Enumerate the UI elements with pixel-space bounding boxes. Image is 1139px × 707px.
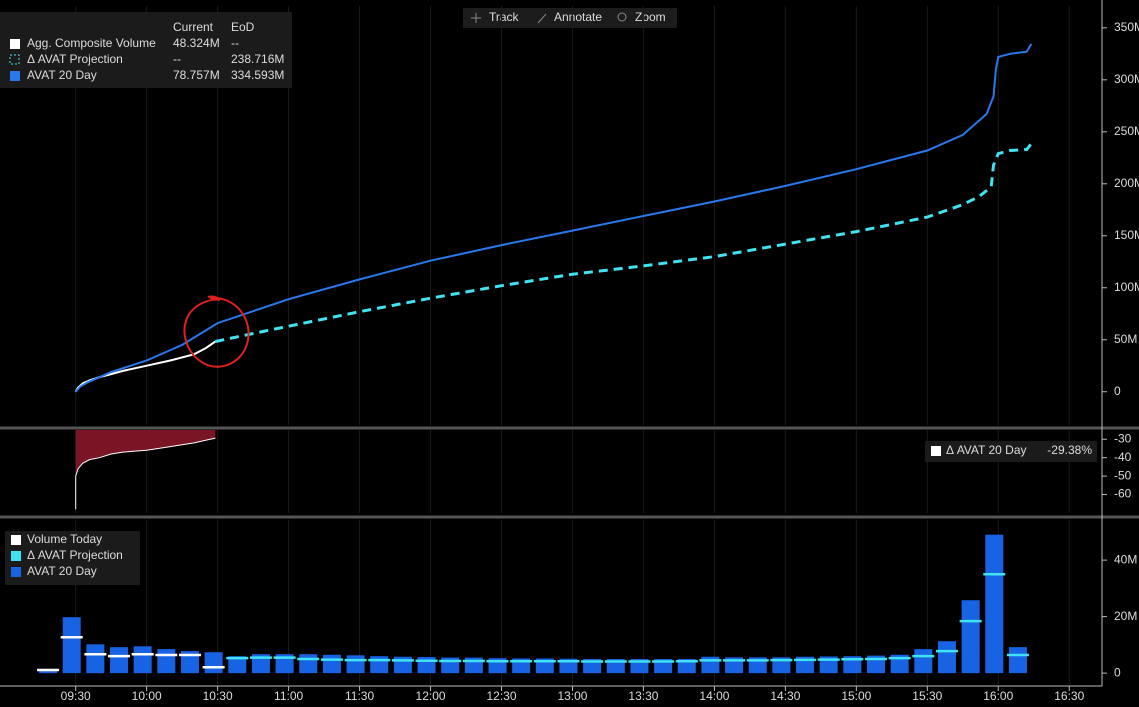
legend-box: [5, 531, 140, 585]
legend-header: EoD: [231, 20, 255, 34]
legend-label: Δ AVAT Projection: [27, 548, 123, 562]
y-tick-label: 200M: [1114, 176, 1139, 190]
y-tick-label: -50: [1114, 468, 1132, 482]
legend-label: Volume Today: [27, 532, 102, 546]
x-tick-label: 12:30: [486, 689, 516, 703]
x-tick-label: 15:00: [841, 689, 871, 703]
legend-header: Current: [173, 20, 214, 34]
legend-current: 48.324M: [173, 36, 220, 50]
y-tick-label: 20M: [1114, 609, 1137, 623]
legend-eod: --: [231, 36, 239, 50]
y-tick-label: -30: [1114, 431, 1132, 445]
legend-eod: 238.716M: [231, 52, 284, 66]
y-tick-label: 250M: [1114, 124, 1139, 138]
bar: [370, 656, 389, 674]
bar: [322, 654, 341, 674]
y-tick-label: 350M: [1114, 20, 1139, 34]
x-tick-label: 14:00: [699, 689, 729, 703]
y-tick-label: 0: [1114, 665, 1121, 679]
legend-swatch: [931, 446, 941, 456]
annotate-button[interactable]: Annotate: [554, 10, 602, 24]
legend-swatch: [11, 535, 21, 545]
x-tick-label: 11:00: [274, 689, 303, 703]
bar: [299, 654, 318, 674]
bar: [1008, 647, 1027, 674]
x-tick-label: 10:30: [203, 689, 233, 703]
plot-area: 0 50M 100M 150M 200M 250M 300M 350M -30 -40 -50 -60…: [37, 6, 1139, 703]
line: [74, 340, 216, 393]
bar: [180, 651, 199, 674]
x-tick-label: 15:30: [912, 689, 942, 703]
legend-label: AVAT 20 Day: [27, 68, 97, 82]
legend-box: [0, 12, 292, 88]
x-tick-label: 16:00: [983, 689, 1013, 703]
x-tick-label: 11:30: [345, 689, 374, 703]
legend-swatch: [10, 71, 20, 81]
bar: [417, 657, 436, 674]
zoom-icon: [617, 12, 627, 22]
legends: Current EoD Agg. Composite Volume 48.324M…: [0, 12, 1097, 585]
legend-label: AVAT 20 Day: [27, 564, 97, 578]
y-tick-label: 300M: [1114, 72, 1139, 86]
legend-label: Agg. Composite Volume: [27, 36, 156, 50]
y-tick-label: 40M: [1114, 552, 1137, 566]
x-tick-label: 13:00: [557, 689, 587, 703]
bar: [228, 656, 247, 674]
bar: [677, 659, 696, 674]
legend-swatch: [11, 551, 21, 561]
line: [214, 142, 1033, 343]
track-button[interactable]: Track: [489, 10, 520, 24]
x-tick-label: 12:00: [416, 689, 446, 703]
bar: [937, 641, 956, 674]
y-tick-label: -40: [1114, 450, 1132, 464]
y-tick-label: 50M: [1114, 332, 1137, 346]
annotation-circle: [183, 295, 250, 368]
x-tick-label: 10:00: [132, 689, 162, 703]
y-tick-label: 100M: [1114, 280, 1139, 294]
x-tick-label: 13:30: [628, 689, 658, 703]
legend-current: --: [173, 52, 181, 66]
area: [75, 430, 216, 510]
legend-current: 78.757M: [173, 68, 220, 82]
bar: [275, 654, 294, 674]
bar: [251, 654, 270, 674]
zoom-button[interactable]: Zoom: [635, 10, 666, 24]
bar: [914, 649, 933, 674]
legend-eod: 334.593M: [231, 68, 284, 82]
value-label-box: [925, 441, 1097, 462]
bar: [133, 646, 152, 674]
bar: [110, 647, 129, 674]
legend-swatch: [10, 39, 20, 49]
bar: [62, 617, 81, 674]
y-tick-label: -60: [1114, 487, 1132, 501]
x-tick-label: 16:30: [1054, 689, 1084, 703]
x-tick-label: 09:30: [61, 689, 91, 703]
value-label: -29.38%: [1047, 443, 1092, 457]
line: [74, 43, 1033, 393]
legend-label: Δ AVAT 20 Day: [946, 443, 1027, 457]
legend-label: Δ AVAT Projection: [27, 52, 123, 66]
toolbar: Track Annotate Zoom: [463, 8, 677, 28]
y-tick-label: 0: [1114, 384, 1121, 398]
legend-swatch: [9, 54, 20, 65]
bar: [985, 534, 1004, 674]
bar: [961, 600, 980, 674]
legend-swatch: [11, 567, 21, 577]
bar: [204, 652, 223, 674]
annotate-icon: [537, 13, 547, 24]
line: [75, 437, 216, 510]
x-tick-label: 14:30: [770, 689, 800, 703]
track-icon: [471, 13, 481, 23]
bar: [86, 644, 105, 674]
bar: [157, 649, 176, 674]
y-tick-label: 150M: [1114, 228, 1139, 242]
bar: [346, 655, 365, 674]
